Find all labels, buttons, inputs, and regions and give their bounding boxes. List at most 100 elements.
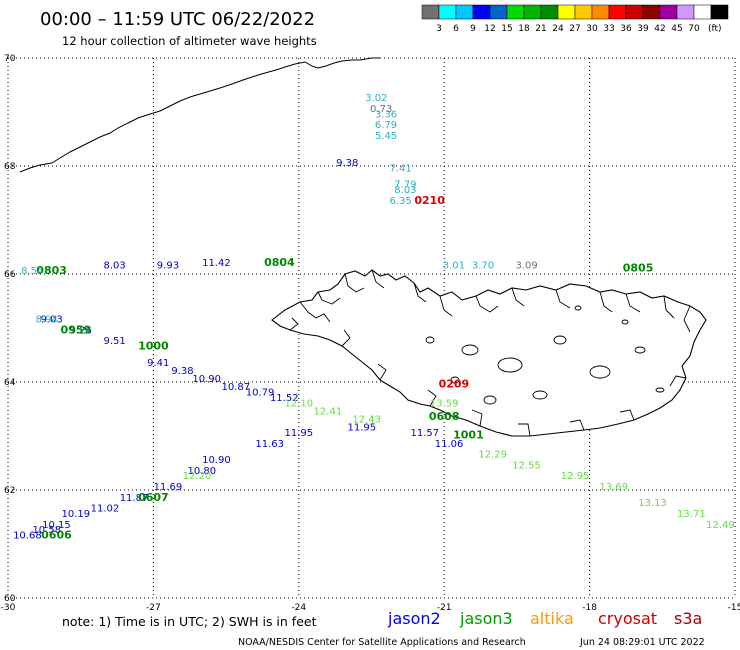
- wave-height-label: 12.10: [284, 398, 313, 409]
- colorbar-swatch: [659, 4, 678, 20]
- wave-height-label: 11.02: [91, 504, 120, 515]
- pass-time-label: 0804: [264, 256, 295, 269]
- wave-height-label: 13.59: [430, 398, 459, 409]
- wave-height-label: 7.41: [389, 163, 411, 174]
- wave-height-label: 13.71: [677, 509, 706, 520]
- colorbar-swatch: [523, 4, 542, 20]
- colorbar-label: 15: [501, 24, 512, 34]
- colorbar: 3 6 9 12 15 18 21 24 27 30 33 36 39 42 45 70: [421, 4, 729, 34]
- colorbar-label: 9: [470, 24, 476, 34]
- wave-height-label: 10.19: [62, 509, 91, 520]
- colorbar-unit: (ft): [708, 24, 722, 34]
- wave-height-label: 9.26: [70, 325, 92, 336]
- wave-height-label: 10.90: [202, 455, 231, 466]
- colorbar-swatch: [608, 4, 627, 20]
- pass-time-label: 0209: [439, 377, 470, 390]
- colorbar-swatch: [489, 4, 508, 20]
- wave-height-label: 9.41: [147, 358, 169, 369]
- wave-height-label: 10.58: [32, 525, 61, 536]
- colorbar-swatch: [676, 4, 695, 20]
- colorbar-swatch: [693, 4, 712, 20]
- colorbar-swatch: [455, 4, 474, 20]
- wave-height-label: 10.79: [246, 388, 275, 399]
- x-tick-label: -18: [582, 603, 597, 613]
- wave-height-label: 11.52: [270, 393, 299, 404]
- wave-height-label: 9.93: [157, 261, 179, 272]
- wave-height-label: 6.79: [375, 120, 397, 131]
- colorbar-swatch: [710, 4, 729, 20]
- wave-height-label: 12.49: [706, 520, 735, 531]
- colorbar-swatch: [625, 4, 644, 20]
- pass-time-label: 0606: [41, 529, 72, 542]
- wave-height-label: 11.06: [435, 439, 464, 450]
- wave-height-label: 9.51: [103, 336, 125, 347]
- pass-time-label: 0803: [36, 264, 67, 277]
- wave-height-label: 9.38: [336, 158, 358, 169]
- wave-height-label: 3.36: [375, 109, 397, 120]
- wave-height-label: 10.90: [192, 374, 221, 385]
- colorbar-label: 39: [637, 24, 649, 34]
- x-tick-label: -21: [437, 603, 452, 613]
- colorbar-label: 18: [518, 24, 530, 34]
- y-tick-label: 60: [4, 594, 16, 604]
- sat-s3a: s3a: [674, 609, 702, 628]
- wave-height-label: 11.69: [154, 482, 183, 493]
- colorbar-label: 27: [569, 24, 580, 34]
- satellite-key: jason2 jason3 altika cryosat s3a: [387, 609, 702, 628]
- colorbar-label: 36: [620, 24, 632, 34]
- wave-height-label: 10.68: [13, 531, 42, 542]
- y-tick-label: 68: [4, 162, 16, 172]
- wave-height-label: 13.13: [638, 498, 667, 509]
- colorbar-label: 42: [654, 24, 665, 34]
- wave-height-label: 10.15: [42, 520, 71, 531]
- wave-height-label: 11.95: [347, 423, 376, 434]
- pass-time-label: 0805: [623, 261, 654, 274]
- colorbar-swatch: [506, 4, 525, 20]
- y-tick-label: 70: [4, 54, 16, 64]
- iceland-lakes: [425, 305, 665, 405]
- page-subtitle: 12 hour collection of altimeter wave hei…: [62, 34, 317, 48]
- wave-height-label: 7.79: [394, 180, 416, 191]
- wave-height-label: 9.03: [40, 315, 62, 326]
- footer-credit: NOAA/NESDIS Center for Satellite Applica…: [238, 637, 526, 648]
- wave-height-label: 3.09: [515, 261, 537, 272]
- footer-timestamp: Jun 24 08:29:01 UTC 2022: [579, 637, 705, 648]
- y-tick-label: 62: [4, 486, 15, 496]
- wave-height-label: 8.94: [36, 315, 58, 326]
- greenland-coastline: [19, 57, 380, 173]
- footer-note: note: 1) Time is in UTC; 2) SWH is in fe…: [62, 614, 317, 629]
- page-title: 00:00 – 11:59 UTC 06/22/2022: [40, 9, 315, 30]
- colorbar-label: 6: [453, 24, 459, 34]
- x-tick-label: -27: [146, 603, 161, 613]
- y-tick-label: 64: [4, 378, 16, 388]
- colorbar-swatch: [574, 4, 593, 20]
- wave-height-label: 11.63: [255, 439, 284, 450]
- wave-height-label: 8.54: [21, 266, 43, 277]
- colorbar-label: 12: [484, 24, 495, 34]
- sat-jason3: jason3: [459, 609, 513, 628]
- colorbar-label: 45: [671, 24, 682, 34]
- colorbar-swatch: [642, 4, 661, 20]
- colorbar-swatch: [540, 4, 559, 20]
- colorbar-label: 24: [552, 24, 564, 34]
- axis-labels: -30 -27 -24 -21 -18 -15 60 62 64 66 68 70: [1, 54, 740, 613]
- x-tick-label: -15: [728, 603, 740, 613]
- colorbar-swatch: [557, 4, 576, 20]
- wave-height-label: 10.80: [188, 466, 217, 477]
- y-tick-label: 66: [4, 270, 16, 280]
- wave-height-label: 12.20: [183, 471, 212, 482]
- iceland-fjord-details: [289, 269, 691, 437]
- colorbar-swatch: [591, 4, 610, 20]
- colorbar-label: 70: [688, 24, 700, 34]
- wave-height-label: 11.57: [410, 428, 439, 439]
- wave-height-label: 8.03: [394, 185, 416, 196]
- wave-height-label: 12.95: [561, 471, 590, 482]
- x-tick-label: -24: [291, 603, 306, 613]
- colorbar-label: 33: [603, 24, 614, 34]
- colorbar-swatch: [421, 4, 440, 20]
- colorbar-swatch: [472, 4, 491, 20]
- sat-cryosat: cryosat: [598, 609, 657, 628]
- wave-height-label: 13.69: [600, 482, 629, 493]
